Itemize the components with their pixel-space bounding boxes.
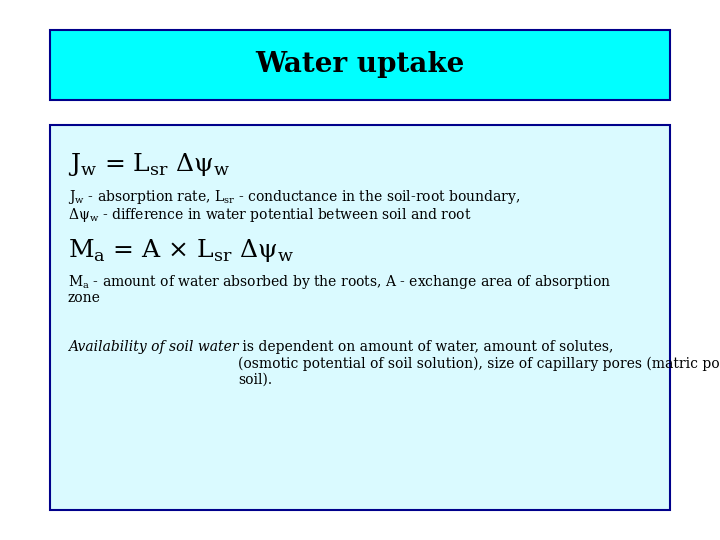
Text: is dependent on amount of water, amount of solutes,
(osmotic potential of soil s: is dependent on amount of water, amount … (238, 340, 720, 387)
Text: Δψ$_\mathregular{w}$ - difference in water potential between soil and root: Δψ$_\mathregular{w}$ - difference in wat… (68, 206, 472, 224)
Text: Water uptake: Water uptake (256, 51, 464, 78)
Text: Availability of soil water: Availability of soil water (68, 340, 238, 354)
Text: zone: zone (68, 291, 101, 305)
FancyBboxPatch shape (50, 125, 670, 510)
Text: M$_\mathregular{a}$ - amount of water absorbed by the roots, A - exchange area o: M$_\mathregular{a}$ - amount of water ab… (68, 273, 611, 291)
Text: J$_\mathregular{w}$ = L$_\mathregular{sr}$ Δψ$_\mathregular{w}$: J$_\mathregular{w}$ = L$_\mathregular{sr… (68, 152, 230, 179)
FancyBboxPatch shape (50, 30, 670, 100)
Text: M$_\mathregular{a}$ = A × L$_\mathregular{sr}$ Δψ$_\mathregular{w}$: M$_\mathregular{a}$ = A × L$_\mathregula… (68, 237, 294, 264)
Text: J$_\mathregular{w}$ - absorption rate, L$_\mathregular{sr}$ - conductance in the: J$_\mathregular{w}$ - absorption rate, L… (68, 188, 520, 206)
